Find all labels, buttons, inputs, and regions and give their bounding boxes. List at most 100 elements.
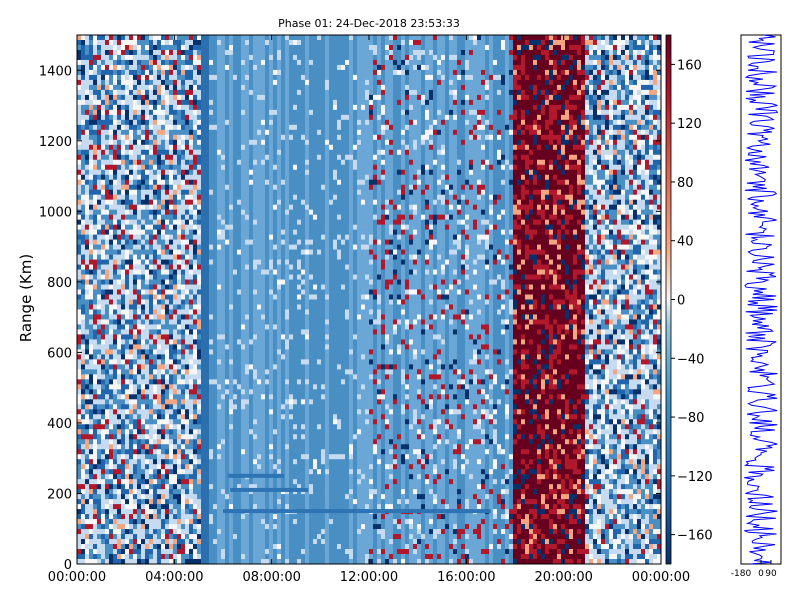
heatmap-cell (229, 349, 234, 355)
heatmap-cell (157, 329, 162, 335)
heatmap-cell (165, 219, 170, 225)
heatmap-cell (77, 159, 82, 166)
heatmap-cell (133, 289, 138, 295)
heatmap-cell (173, 289, 178, 295)
heatmap-cell (241, 304, 246, 310)
heatmap-cell (177, 264, 182, 270)
heatmap-cell (77, 514, 82, 520)
heatmap-cell (209, 469, 214, 475)
heatmap-cell (89, 64, 94, 71)
heatmap-cell (137, 79, 142, 86)
heatmap-cell (181, 369, 186, 375)
heatmap-cell (81, 139, 86, 146)
heatmap-cell (189, 414, 194, 420)
heatmap-cell (253, 359, 258, 365)
heatmap-cell (209, 84, 214, 91)
heatmap-cell (201, 139, 206, 146)
heatmap-cell (185, 199, 190, 205)
heatmap-cell (137, 229, 142, 235)
heatmap-cell (109, 204, 114, 210)
heatmap-cell (113, 394, 118, 400)
heatmap-cell (213, 274, 218, 280)
heatmap-cell (105, 35, 110, 41)
heatmap-cell (245, 354, 250, 360)
heatmap-cell (153, 434, 158, 440)
heatmap-cell (85, 69, 90, 76)
heatmap-cell (229, 244, 234, 250)
heatmap-cell (177, 99, 182, 106)
heatmap-cell (101, 449, 106, 455)
heatmap-cell (141, 359, 146, 365)
heatmap-cell (113, 314, 118, 320)
heatmap-cell (81, 314, 86, 320)
heatmap-cell (233, 524, 238, 530)
heatmap-cell (93, 99, 98, 106)
heatmap-cell (137, 274, 142, 280)
heatmap-cell (229, 444, 234, 450)
heatmap-cell (205, 224, 210, 230)
heatmap-cell (197, 494, 202, 500)
heatmap-cell (245, 264, 250, 270)
heatmap-cell (205, 124, 210, 131)
heatmap-cell (173, 379, 178, 385)
heatmap-cell (121, 499, 126, 505)
heatmap-cell (189, 244, 194, 250)
heatmap-cell (201, 514, 206, 520)
heatmap-cell (97, 539, 102, 545)
heatmap-cell (209, 69, 214, 76)
heatmap-cell (113, 109, 118, 116)
heatmap-cell (93, 414, 98, 420)
heatmap-cell (197, 229, 202, 235)
heatmap-cell (217, 349, 222, 355)
heatmap-cell (181, 94, 186, 101)
heatmap-cell (153, 544, 158, 550)
heatmap-cell (225, 349, 230, 355)
heatmap-cell (241, 199, 246, 205)
heatmap-cell (109, 504, 114, 510)
heatmap-cell (193, 59, 198, 66)
heatmap-cell (217, 504, 222, 510)
heatmap-cell (181, 99, 186, 106)
heatmap-cell (133, 504, 138, 510)
heatmap-cell (185, 369, 190, 375)
heatmap-cell (169, 199, 174, 205)
heatmap-cell (193, 239, 198, 245)
heatmap-cell (201, 424, 206, 430)
heatmap-cell (89, 469, 94, 475)
heatmap-cell (97, 264, 102, 270)
heatmap-cell (209, 504, 214, 510)
heatmap-cell (189, 224, 194, 230)
heatmap-cell (157, 114, 162, 121)
heatmap-cell (185, 284, 190, 290)
heatmap-cell (149, 159, 154, 166)
heatmap-cell (189, 49, 194, 56)
heatmap-cell (85, 114, 90, 121)
heatmap-cell (189, 504, 194, 510)
heatmap-cell (233, 499, 238, 505)
heatmap-cell (221, 254, 226, 260)
heatmap-cell (233, 519, 238, 525)
heatmap-cell (197, 524, 202, 530)
heatmap-cell (85, 549, 90, 555)
heatmap-cell (165, 414, 170, 420)
heatmap-cell (241, 94, 246, 101)
heatmap-cell (157, 144, 162, 151)
heatmap-cell (113, 489, 118, 495)
heatmap-cell (149, 254, 154, 260)
heatmap-cell (169, 344, 174, 350)
heatmap-cell (113, 234, 118, 240)
heatmap-cell (193, 419, 198, 425)
heatmap-cell (161, 524, 166, 530)
heatmap-cell (217, 354, 222, 360)
heatmap-cell (97, 459, 102, 465)
heatmap-cell (101, 554, 106, 560)
heatmap-cell (117, 364, 122, 370)
heatmap-cell (181, 35, 186, 41)
heatmap-cell (157, 544, 162, 550)
heatmap-cell (105, 349, 110, 355)
heatmap-cell (209, 224, 214, 230)
heatmap-cell (233, 149, 238, 156)
heatmap-cell (133, 549, 138, 555)
heatmap-cell (225, 289, 230, 295)
heatmap-cell (229, 139, 234, 146)
